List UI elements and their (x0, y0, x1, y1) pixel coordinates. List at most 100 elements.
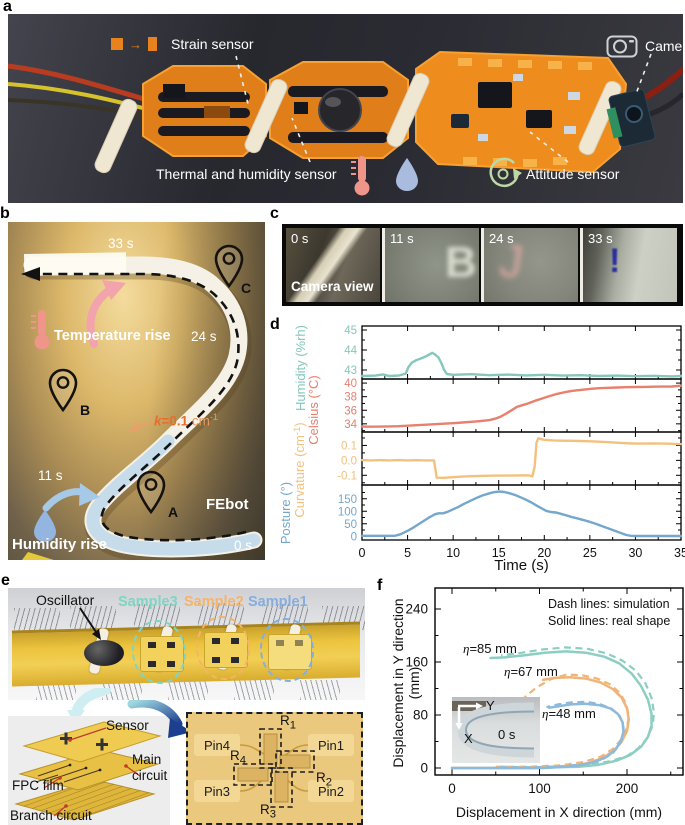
strain-square2-icon (148, 37, 157, 51)
sensor-label: Sensor (106, 718, 149, 733)
svg-text:Curvature (cm-1): Curvature (cm-1) (292, 422, 307, 517)
motion-path-arrowhead (21, 267, 40, 281)
svg-text:30: 30 (628, 546, 642, 560)
main-board (415, 50, 628, 174)
svg-text:38: 38 (344, 392, 357, 404)
humidity-rise-label: Humidity rise (12, 536, 108, 553)
svg-text:35: 35 (674, 546, 685, 560)
panel-e-exploded-diagram: Sensor Main circuit FPC film Branch circ… (8, 716, 170, 825)
svg-text:Humidity (%rh): Humidity (%rh) (293, 325, 308, 411)
fpc-film-label: FPC film (12, 778, 64, 793)
camera-frame-11s: B 11 s (385, 228, 479, 302)
svg-text:100: 100 (338, 506, 357, 518)
resistor-r2-label: R2 (316, 770, 333, 789)
panel-f-legend: Dash lines: simulation Solid lines: real… (548, 596, 670, 630)
febot-label: FEbot (206, 496, 249, 513)
legend-solid: Solid lines: real shape (548, 613, 671, 628)
panel-b-robot-illustration (21, 244, 265, 560)
map-pin-icon-a (136, 470, 166, 515)
panel-c-filmstrip: 0 s Camera view B 11 s J 24 s ! 33 s (282, 224, 683, 306)
time-24s: 24 s (191, 329, 217, 344)
resistor-r4-label: R4 (230, 748, 247, 767)
exclamation-mark: ! (609, 242, 621, 280)
attitude-rotation-icon (489, 157, 522, 188)
svg-text:100: 100 (528, 781, 551, 796)
pin4-pad: Pin4 (194, 734, 240, 756)
svg-text:45: 45 (344, 325, 357, 337)
svg-text:0.1: 0.1 (341, 440, 357, 452)
red-leader-lines (43, 727, 141, 817)
svg-text:Celsius (°C): Celsius (°C) (306, 375, 321, 444)
panel-b-photo: 33 s C Temperature rise 24 s B k=0.1 cm-… (8, 222, 265, 560)
svg-text:200: 200 (616, 781, 639, 796)
camera-label: Camera (645, 37, 685, 54)
sensor-layer (22, 721, 162, 763)
camera-callout: Camera (606, 32, 685, 59)
svg-text:25: 25 (583, 546, 597, 560)
panel-f-displacement-chart: 0 100 200 0 80 160 240 (405, 587, 684, 796)
sample2-pad (204, 632, 248, 668)
oscillator-disc (84, 640, 124, 666)
chip-large (478, 82, 512, 108)
panel-a-device-illustration (8, 50, 683, 174)
svg-text:240: 240 (405, 602, 428, 617)
navy-arrow-to-inset (127, 700, 192, 738)
camera-module (606, 88, 656, 148)
branch-circuit-label: Branch circuit (10, 808, 92, 823)
leader-lines (235, 53, 652, 163)
panel-label-c: c (270, 205, 279, 222)
svg-text:5: 5 (404, 546, 411, 560)
marker-c-label: C (241, 280, 252, 296)
curvature-annotation: k=0.1 cm-1 (154, 412, 218, 429)
strain-square-icon (111, 38, 123, 50)
sample1-pad (268, 634, 312, 670)
thermal-humidity-label: Thermal and humidity sensor (156, 166, 337, 182)
time-11s: 11 s (38, 468, 63, 483)
map-pin-icon-b (48, 368, 78, 413)
resistor-r3-label: R3 (260, 802, 277, 821)
eta-67-label: η=67 mm (504, 664, 558, 679)
svg-text:20: 20 (537, 546, 551, 560)
inset-x-label: X (464, 731, 473, 746)
svg-text:10: 10 (446, 546, 460, 560)
droplet-icon (396, 158, 418, 191)
droplet-icon (34, 510, 56, 542)
febot-body-humid-side (86, 434, 261, 556)
panel-f-yaxis-title: Displacement in Y direction (mm) (390, 598, 422, 768)
resistor-bridge-diagram (233, 728, 315, 808)
camera-frame-0s: 0 s Camera view (286, 228, 380, 302)
svg-text:43: 43 (344, 365, 357, 377)
marker-b-label: B (80, 402, 91, 418)
svg-text:44: 44 (344, 345, 357, 357)
pin1-pad: Pin1 (308, 734, 354, 756)
svg-text:40: 40 (344, 378, 357, 390)
panel-f-inset-photo: Y X 0 s (452, 697, 540, 763)
panel-f-xaxis-title: Displacement in X direction (mm) (455, 804, 663, 820)
legend-dash: Dash lines: simulation (548, 597, 670, 611)
strain-sensor-label: Strain sensor (171, 36, 254, 52)
time-33s: 33 s (108, 236, 134, 251)
panel-label-b: b (0, 205, 10, 222)
svg-text:0: 0 (351, 531, 357, 543)
camera-view-caption: Camera view (291, 279, 374, 294)
eta-85-label: η=85 mm (463, 641, 517, 656)
thermometer-icon (31, 310, 50, 350)
inset-robot-u-shape (457, 702, 535, 758)
svg-text:150: 150 (338, 494, 357, 506)
svg-text:0: 0 (420, 761, 428, 776)
svg-text:Time (s): Time (s) (494, 557, 548, 574)
inset-y-label: Y (486, 698, 495, 713)
svg-text:0.0: 0.0 (341, 455, 357, 467)
resistor-r1-label: R1 (280, 713, 297, 732)
map-pin-icon-c (214, 244, 244, 289)
svg-text:0: 0 (359, 546, 366, 560)
svg-text:15: 15 (492, 546, 506, 560)
eta-48-label: η=48 mm (542, 706, 596, 721)
attitude-sensor-label: Attitude sensor (526, 166, 620, 182)
panel-e-photo: Oscillator Sample3 Sample2 Sample1 (8, 588, 365, 700)
blurry-letter: B (445, 238, 477, 287)
tape-triangle (22, 552, 54, 560)
svg-text:-0.1: -0.1 (337, 470, 357, 482)
